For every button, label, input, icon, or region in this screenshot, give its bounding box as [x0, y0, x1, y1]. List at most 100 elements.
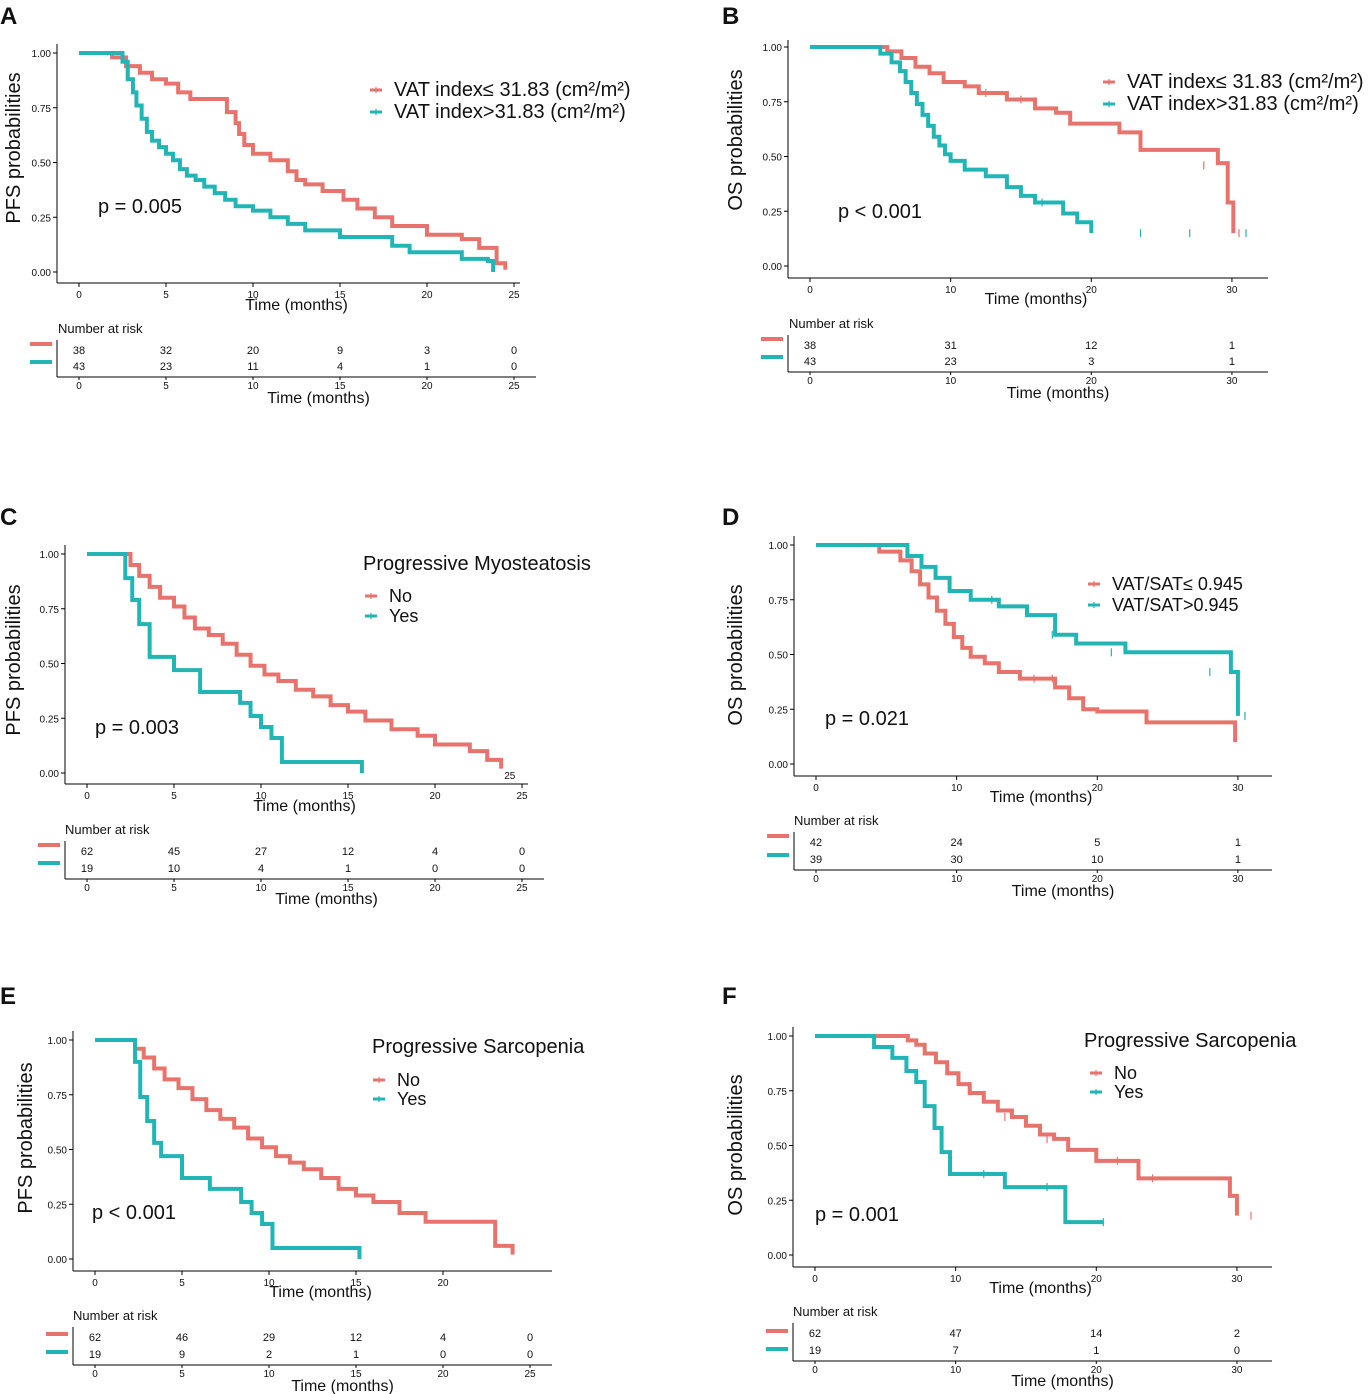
p-value: p = 0.005 — [98, 196, 182, 218]
y-tick-label: 0.75 — [32, 104, 52, 115]
risk-x-tick-label: 15 — [334, 381, 346, 392]
risk-count: 10 — [1091, 854, 1103, 866]
p-value: p = 0.003 — [95, 717, 179, 739]
panel-label: D — [722, 504, 739, 531]
y-tick-label: 0.25 — [769, 705, 789, 716]
y-tick-label: 0.50 — [768, 1142, 788, 1153]
legend-entry: VAT/SAT>0.945 — [1112, 595, 1239, 615]
legend-title: Progressive Sarcopenia — [1084, 1030, 1297, 1052]
panel-label: E — [0, 983, 16, 1010]
x-tick-label: 0 — [813, 783, 819, 794]
x-tick-label: 0 — [92, 1278, 98, 1289]
risk-count: 1 — [1235, 837, 1241, 849]
legend: VAT index≤ 31.83 (cm²/m²)VAT index>31.83… — [370, 79, 631, 123]
risk-count: 0 — [527, 1332, 533, 1344]
risk-count: 1 — [353, 1349, 359, 1361]
risk-count: 3 — [1088, 356, 1094, 368]
km-curve-2 — [810, 45, 1094, 234]
y-tick-label: 1.00 — [769, 541, 789, 552]
risk-count: 19 — [81, 863, 93, 875]
y-axis-title: OS probabilities — [725, 584, 747, 725]
x-tick-label: 10 — [951, 783, 963, 794]
risk-count: 32 — [160, 345, 172, 357]
risk-count: 9 — [179, 1349, 185, 1361]
y-tick-label: 1.00 — [48, 1036, 68, 1047]
x-tick-label: 15 — [342, 791, 354, 802]
risk-count: 62 — [809, 1328, 821, 1340]
legend: VAT index≤ 31.83 (cm²/m²)VAT index>31.83… — [1103, 71, 1364, 115]
risk-count: 29 — [263, 1332, 275, 1344]
risk-count: 9 — [337, 345, 343, 357]
risk-x-tick-label: 0 — [812, 1365, 818, 1376]
risk-x-tick-label: 0 — [807, 376, 813, 387]
x-tick-label: 10 — [950, 1274, 962, 1285]
y-tick-label: 0.25 — [32, 213, 52, 224]
risk-count: 12 — [1085, 340, 1097, 352]
risk-count: 62 — [89, 1332, 101, 1344]
p-value: p = 0.001 — [815, 1204, 899, 1226]
legend-entry: Yes — [1114, 1082, 1143, 1102]
risk-table-title: Number at risk — [794, 813, 879, 828]
risk-count: 3 — [424, 345, 430, 357]
risk-table-x-title: Time (months) — [275, 891, 378, 908]
risk-count: 27 — [255, 846, 267, 858]
risk-count: 11 — [247, 361, 258, 373]
panel-label: F — [722, 983, 737, 1010]
risk-x-tick-label: 20 — [421, 381, 433, 392]
x-tick-label: 15 — [350, 1278, 362, 1289]
p-value: p = 0.021 — [825, 708, 909, 730]
risk-count: 0 — [432, 863, 438, 875]
x-axis-title: Time (months) — [985, 291, 1088, 308]
x-tick-label: 20 — [437, 1278, 449, 1289]
x-tick-label: 30 — [1226, 285, 1238, 296]
x-tick-label: 15 — [334, 290, 346, 301]
km-curve-2 — [87, 552, 364, 773]
risk-count: 19 — [809, 1345, 821, 1357]
x-tick-label: 30 — [1231, 1274, 1243, 1285]
risk-x-tick-label: 5 — [171, 883, 177, 894]
risk-x-tick-label: 30 — [1231, 1365, 1243, 1376]
km-curve-1 — [87, 552, 504, 769]
legend-entry: Yes — [397, 1089, 426, 1109]
risk-table-title: Number at risk — [73, 1308, 158, 1323]
risk-table-title: Number at risk — [789, 316, 874, 331]
p-value: p < 0.001 — [838, 201, 922, 223]
risk-count: 5 — [1094, 837, 1100, 849]
y-tick-label: 0.75 — [48, 1091, 68, 1102]
risk-x-tick-label: 20 — [1086, 376, 1098, 387]
risk-x-tick-label: 0 — [76, 381, 82, 392]
risk-count: 62 — [81, 846, 93, 858]
risk-table-x-title: Time (months) — [1011, 1373, 1114, 1390]
x-tick-label: 10 — [945, 285, 957, 296]
legend-entry: VAT index≤ 31.83 (cm²/m²) — [394, 79, 631, 101]
risk-x-tick-label: 10 — [263, 1369, 275, 1380]
risk-count: 43 — [73, 361, 85, 373]
risk-x-tick-label: 20 — [429, 883, 441, 894]
risk-x-tick-label: 10 — [255, 883, 267, 894]
risk-count: 0 — [527, 1349, 533, 1361]
risk-count: 42 — [810, 837, 822, 849]
x-tick-label: 0 — [76, 290, 82, 301]
y-tick-label: 0.50 — [769, 651, 789, 662]
risk-x-tick-label: 15 — [350, 1369, 362, 1380]
risk-x-tick-label: 10 — [945, 376, 957, 387]
y-tick-label: 0.75 — [40, 605, 60, 616]
x-axis-title: Time (months) — [245, 297, 348, 314]
risk-count: 0 — [1234, 1345, 1240, 1357]
x-axis-title: Time (months) — [989, 1280, 1092, 1297]
x-tick-label: 30 — [1232, 783, 1244, 794]
km-curve-2 — [815, 1034, 1104, 1225]
risk-count: 0 — [440, 1349, 446, 1361]
risk-x-tick-label: 5 — [179, 1369, 185, 1380]
x-tick-label: 10 — [247, 290, 259, 301]
x-tick-label: 20 — [1092, 783, 1104, 794]
y-axis-title: PFS probabilities — [3, 584, 25, 735]
